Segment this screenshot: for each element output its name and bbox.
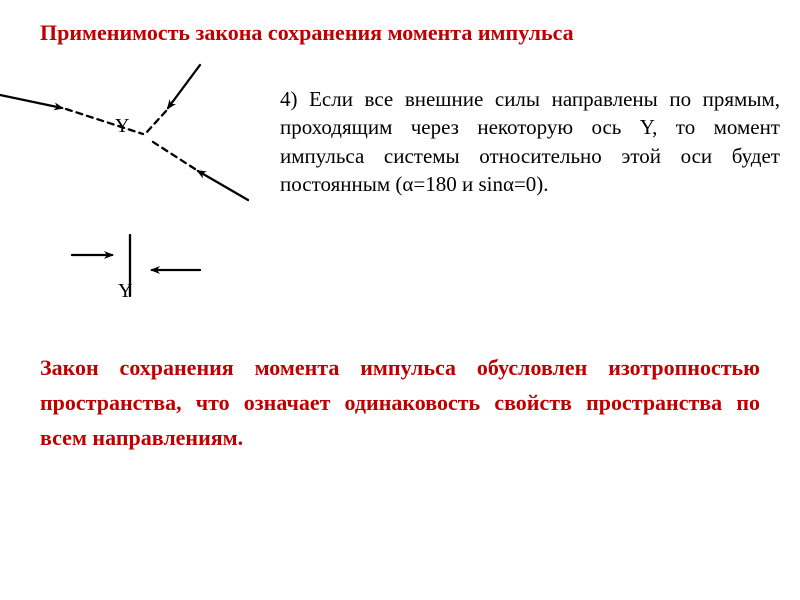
slide-title: Применимость закона сохранения момента и… [40, 20, 760, 46]
forces-diagram: Y Y [0, 60, 280, 320]
axis-label-y-upper: Y [115, 115, 129, 138]
body-paragraph: 4) Если все внешние силы направлены по п… [280, 85, 780, 198]
axis-label-y-lower: Y [118, 280, 132, 303]
forces-svg [0, 60, 280, 320]
conclusion-paragraph: Закон сохранения момента импульса обусло… [40, 350, 760, 456]
slide: Применимость закона сохранения момента и… [0, 0, 800, 600]
